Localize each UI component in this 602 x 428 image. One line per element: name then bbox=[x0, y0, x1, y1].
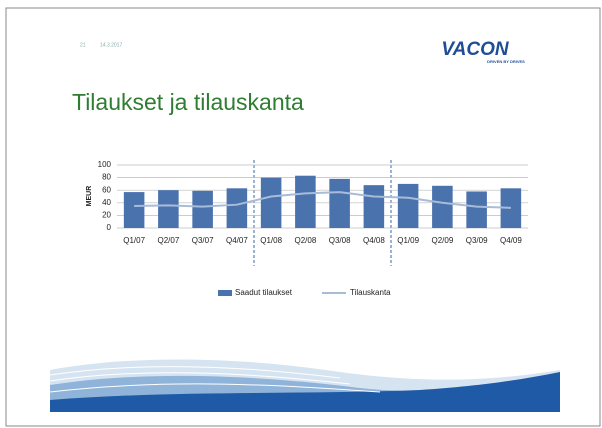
x-tick-label: Q2/08 bbox=[294, 236, 316, 245]
bar bbox=[466, 191, 487, 228]
legend-label: Saadut tilaukset bbox=[235, 288, 293, 297]
bar bbox=[124, 192, 145, 228]
page: 21 14.3.2017 VACON DRIVEN BY DRIVES Tila… bbox=[0, 0, 602, 428]
slide: 21 14.3.2017 VACON DRIVEN BY DRIVES Tila… bbox=[0, 0, 602, 428]
bar bbox=[364, 185, 385, 228]
bar bbox=[227, 188, 248, 228]
date: 14.3.2017 bbox=[100, 42, 122, 48]
slide-title: Tilaukset ja tilauskanta bbox=[72, 89, 304, 115]
y-tick-label: 80 bbox=[102, 173, 111, 182]
y-tick-label: 60 bbox=[102, 185, 111, 194]
bar bbox=[295, 176, 316, 228]
x-tick-label: Q1/07 bbox=[123, 236, 145, 245]
y-tick-label: 20 bbox=[102, 211, 111, 220]
bar bbox=[261, 178, 282, 228]
x-tick-label: Q4/07 bbox=[226, 236, 248, 245]
y-tick-label: 100 bbox=[98, 160, 112, 169]
x-tick-label: Q3/09 bbox=[466, 236, 488, 245]
x-tick-label: Q2/07 bbox=[157, 236, 179, 245]
x-tick-label: Q3/08 bbox=[329, 236, 351, 245]
logo: VACON bbox=[441, 39, 509, 60]
y-axis-label: MEUR bbox=[86, 186, 93, 207]
legend-swatch bbox=[218, 290, 232, 296]
legend-label: Tilauskanta bbox=[350, 288, 391, 297]
bar bbox=[329, 179, 350, 228]
tagline: DRIVEN BY DRIVES bbox=[487, 59, 525, 64]
y-tick-label: 40 bbox=[102, 198, 111, 207]
x-tick-label: Q1/09 bbox=[397, 236, 419, 245]
bar bbox=[158, 190, 179, 228]
x-tick-label: Q3/07 bbox=[192, 236, 214, 245]
bar bbox=[432, 186, 453, 228]
bar bbox=[192, 191, 213, 228]
page-number: 21 bbox=[80, 42, 86, 48]
x-tick-label: Q4/09 bbox=[500, 236, 522, 245]
y-tick-label: 0 bbox=[107, 223, 112, 232]
bar bbox=[398, 184, 419, 228]
x-tick-label: Q4/08 bbox=[363, 236, 385, 245]
x-tick-label: Q1/08 bbox=[260, 236, 282, 245]
x-tick-label: Q2/09 bbox=[431, 236, 453, 245]
